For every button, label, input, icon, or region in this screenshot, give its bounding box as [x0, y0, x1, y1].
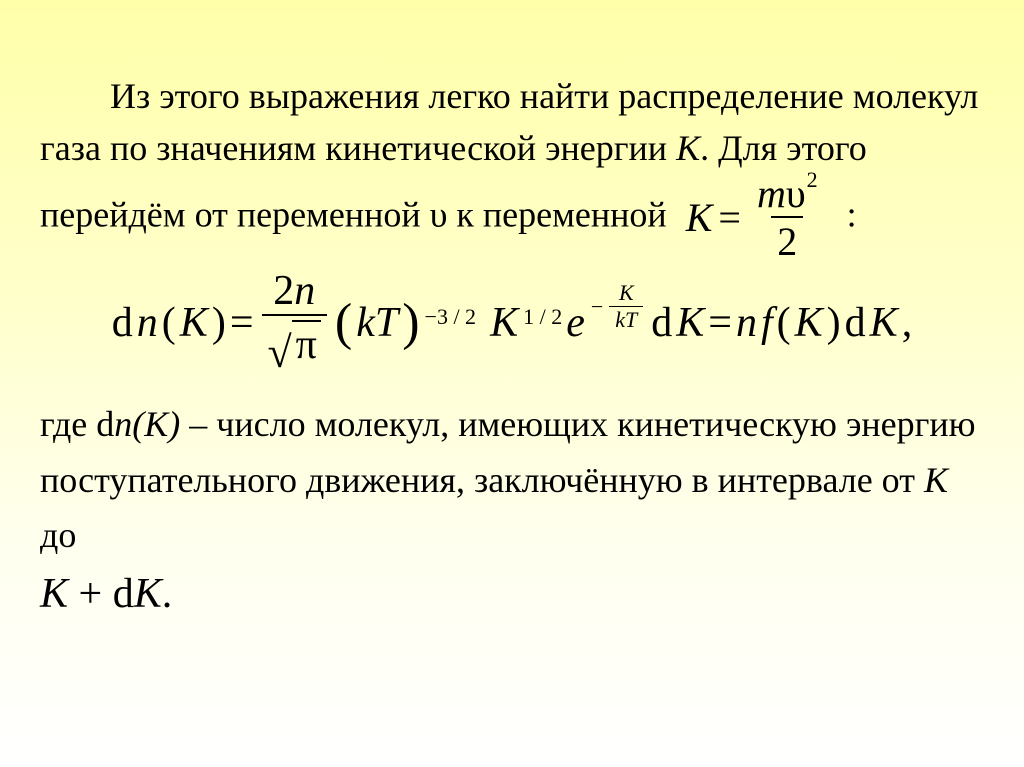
- last-K2: K: [134, 571, 162, 617]
- f-dn-n: n: [137, 299, 158, 347]
- f-K2: K: [490, 299, 518, 347]
- inline-eq: =: [718, 189, 741, 247]
- f-expfrac: − K kT: [591, 282, 647, 331]
- paragraph-1: Из этого выражения легко найти распредел…: [40, 70, 984, 262]
- main-formula: dn(K) = 2n √ π (kT)−3 / 2 K1 / 2 e − K: [112, 270, 912, 374]
- f-eq1: =: [230, 299, 254, 347]
- f-f: f: [761, 299, 773, 347]
- f-dK1-K: K: [676, 299, 704, 347]
- f-eq2: =: [708, 299, 732, 347]
- last-formula: K + dK.: [40, 570, 984, 618]
- f-close2: ): [402, 293, 419, 352]
- paragraph-2: где dn(K) – число молекул, имеющих кинет…: [40, 397, 984, 564]
- last-plus: +: [68, 571, 113, 617]
- f-comma: ,: [902, 299, 913, 347]
- f-open2: (: [335, 293, 352, 352]
- f-exp1: −3 / 2: [425, 304, 477, 330]
- inline-num-m: m: [757, 171, 786, 216]
- f-exp2: 1 / 2: [523, 304, 562, 330]
- f-frac1-n: n: [294, 268, 315, 314]
- inline-formula-K: K = mυ2 2: [686, 174, 828, 262]
- inline-num-v: υ: [786, 171, 806, 216]
- inline-lhs: K: [686, 189, 713, 247]
- f-frac1-2: 2: [273, 268, 294, 314]
- slide-content: Из этого выражения легко найти распредел…: [0, 0, 1024, 618]
- f-dK1-d: d: [651, 299, 672, 347]
- f-expfrac-num: K: [613, 282, 640, 306]
- last-K: K: [40, 571, 68, 617]
- f-dK2-K: K: [870, 299, 898, 347]
- f-dn-d: d: [112, 299, 133, 347]
- f-K1: K: [180, 299, 208, 347]
- f-e: e: [566, 299, 585, 347]
- f-expfrac-den: kT: [609, 306, 643, 331]
- last-d: d: [113, 571, 134, 617]
- sqrt: √ π: [268, 320, 321, 368]
- sqrt-pi: π: [292, 320, 321, 368]
- p2-b: n(K): [114, 404, 180, 444]
- inline-frac: mυ2 2: [751, 174, 824, 262]
- f-kT: kT: [356, 299, 398, 347]
- last-dot: .: [162, 571, 173, 617]
- p2-a: где d: [40, 404, 114, 444]
- f-dK2-d: d: [845, 299, 866, 347]
- p2-d: K: [924, 460, 948, 500]
- f-close1: ): [212, 299, 226, 347]
- f-frac1: 2n √ π: [262, 270, 327, 374]
- inline-den: 2: [771, 216, 803, 262]
- f-expfrac-frac: K kT: [609, 282, 643, 331]
- f-K3: K: [795, 299, 823, 347]
- inline-num-exp: 2: [807, 167, 818, 192]
- f-close3: ): [827, 299, 841, 347]
- p1-K: K: [676, 128, 700, 168]
- p2-e: до: [40, 515, 76, 555]
- p1-colon: :: [847, 195, 857, 235]
- main-formula-row: dn(K) = 2n √ π (kT)−3 / 2 K1 / 2 e − K: [40, 270, 984, 374]
- f-open3: (: [777, 299, 791, 347]
- f-open1: (: [162, 299, 176, 347]
- f-n2: n: [736, 299, 757, 347]
- f-expfrac-neg: −: [591, 294, 603, 320]
- p2-c: – число молекул, имеющих кинетическую эн…: [40, 404, 976, 500]
